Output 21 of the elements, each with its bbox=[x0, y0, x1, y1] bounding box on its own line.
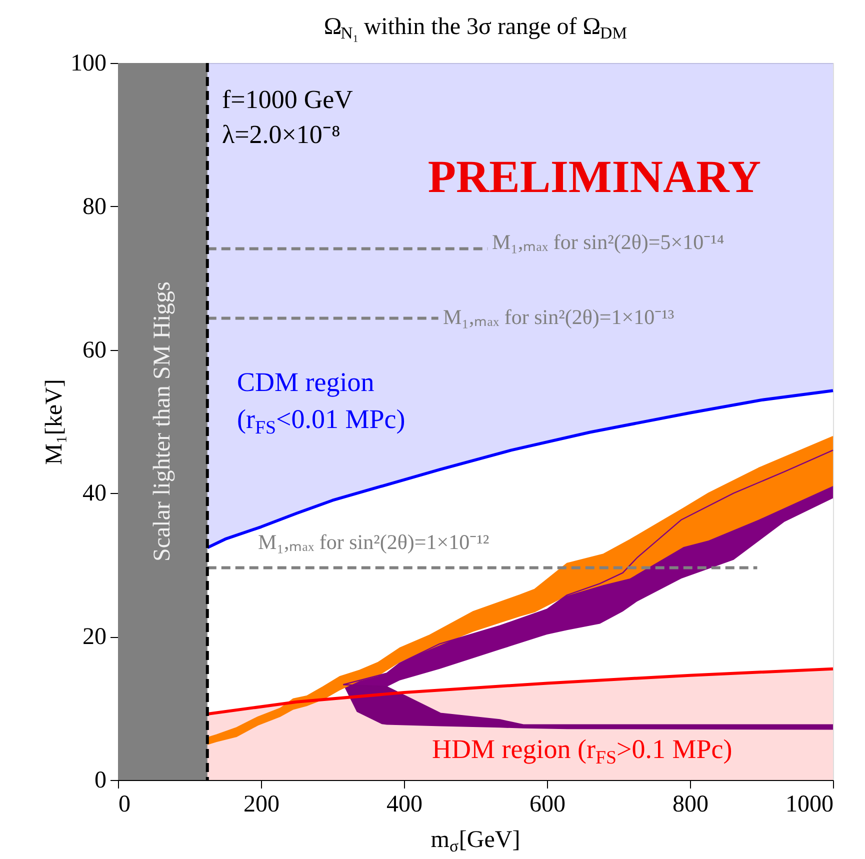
y-tick-label: 80 bbox=[82, 194, 106, 220]
x-tick-label: 1000 bbox=[786, 792, 834, 818]
annotation: PRELIMINARY bbox=[428, 151, 762, 202]
annotation: CDM region bbox=[237, 367, 375, 397]
x-tick-label: 200 bbox=[244, 792, 280, 818]
x-tick-label: 800 bbox=[672, 792, 708, 818]
y-tick-label: 60 bbox=[82, 337, 106, 364]
annotation: M₁,ₘₐₓ for sin²(2θ)=1×10⁻¹³ bbox=[443, 305, 674, 329]
y-tick-label: 40 bbox=[82, 480, 106, 507]
x-tick-label: 600 bbox=[530, 792, 566, 818]
y-tick-label: 20 bbox=[82, 624, 106, 650]
annotation: M₁,ₘₐₓ for sin²(2θ)=1×10⁻¹² bbox=[258, 530, 490, 554]
band-label: Scalar lighter than SM Higgs bbox=[150, 282, 176, 562]
annotation: λ=2.0×10⁻⁸ bbox=[222, 120, 340, 149]
annotation: f=1000 GeV bbox=[222, 85, 354, 114]
x-tick-label: 0 bbox=[118, 792, 130, 818]
y-axis-title: M₁[keV] bbox=[42, 379, 68, 465]
y-tick-label: 100 bbox=[70, 50, 106, 76]
annotation: M₁,ₘₐₓ for sin²(2θ)=5×10⁻¹⁴ bbox=[492, 230, 724, 254]
y-tick-label: 0 bbox=[94, 768, 106, 794]
x-tick-label: 400 bbox=[386, 792, 422, 818]
